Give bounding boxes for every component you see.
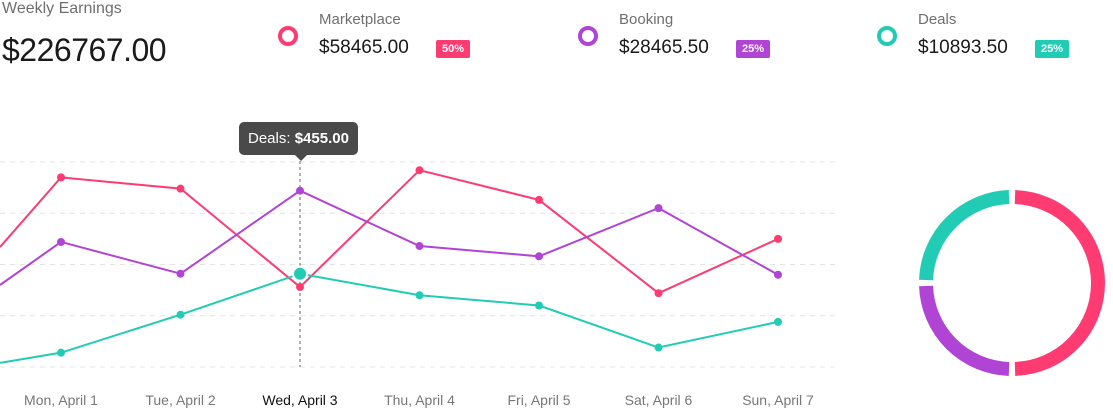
deals-value: $10893.50: [918, 37, 1008, 58]
deals-point[interactable]: [176, 310, 185, 319]
booking-point[interactable]: [57, 237, 65, 246]
marketplace-point[interactable]: [415, 166, 424, 175]
booking-value: $28465.50: [619, 37, 709, 58]
x-tick-label: Thu, April 4: [384, 392, 455, 408]
booking-badge: 25%: [736, 40, 771, 58]
weekly-earnings-label: Weekly Earnings: [2, 0, 122, 17]
x-tick-label: Sun, April 7: [742, 392, 814, 408]
earnings-line-chart: Mon, April 1 Tue, April 2 Wed, April 3 Thu,…: [0, 155, 835, 408]
donut-slice-booking[interactable]: [919, 285, 1010, 376]
tooltip-value: $455.00: [294, 130, 349, 147]
x-tick-label: Fri, April 5: [507, 392, 570, 408]
deals-series-line: [0, 272, 779, 364]
booking-series-line: [0, 189, 779, 286]
booking-point[interactable]: [176, 269, 185, 278]
booking-point[interactable]: [535, 252, 543, 261]
marketplace-point[interactable]: [296, 283, 304, 292]
donut-slice-deals[interactable]: [919, 190, 1010, 281]
weekly-earnings-total: $226767.00: [2, 32, 167, 68]
deals-point[interactable]: [654, 343, 663, 352]
booking-point[interactable]: [654, 204, 663, 213]
deals-point[interactable]: [415, 291, 424, 300]
deals-ring-icon: [877, 26, 897, 46]
tooltip-label: Deals:: [248, 130, 291, 147]
deals-point[interactable]: [292, 265, 308, 282]
marketplace-point[interactable]: [654, 289, 663, 298]
booking-point[interactable]: [774, 270, 782, 279]
deals-point[interactable]: [774, 317, 782, 326]
marketplace-point[interactable]: [535, 195, 543, 204]
deals-point[interactable]: [57, 348, 65, 357]
tooltip-arrow: [295, 155, 307, 161]
donut-slice-marketplace[interactable]: [1014, 190, 1105, 376]
x-tick-label: Sat, April 6: [625, 392, 693, 408]
x-tick-label: Wed, April 3: [262, 392, 337, 408]
chart-tooltip: Deals: $455.00: [239, 122, 358, 161]
booking-point[interactable]: [415, 242, 424, 251]
deals-label: Deals: [918, 11, 957, 28]
marketplace-point[interactable]: [774, 234, 782, 243]
marketplace-label: Marketplace: [319, 11, 401, 28]
booking-ring-icon: [578, 26, 598, 46]
marketplace-ring-icon: [278, 26, 298, 46]
deals-badge: 25%: [1035, 40, 1070, 58]
booking-label: Booking: [619, 11, 674, 28]
marketplace-point[interactable]: [57, 173, 65, 182]
marketplace-series-line: [0, 169, 779, 295]
marketplace-point[interactable]: [176, 184, 185, 193]
booking-point[interactable]: [296, 186, 304, 195]
marketplace-value: $58465.00: [319, 37, 409, 58]
marketplace-badge: 50%: [436, 40, 471, 58]
deals-point[interactable]: [535, 301, 543, 310]
earnings-donut-chart: [919, 190, 1105, 376]
x-tick-label: Mon, April 1: [24, 392, 98, 408]
x-tick-label: Tue, April 2: [145, 392, 216, 408]
